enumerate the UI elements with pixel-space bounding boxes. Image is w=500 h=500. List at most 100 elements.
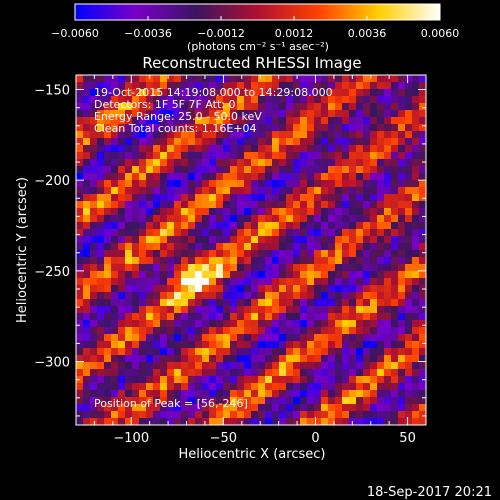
heatmap-cell — [188, 75, 196, 83]
heatmap-cell — [104, 208, 112, 216]
heatmap-cell — [216, 215, 224, 223]
heatmap-cell — [202, 103, 210, 111]
heatmap-cell — [223, 208, 231, 216]
heatmap-cell — [83, 292, 91, 300]
heatmap-cell — [90, 278, 98, 286]
heatmap-cell — [230, 397, 238, 405]
heatmap-cell — [258, 117, 266, 125]
heatmap-cell — [356, 264, 364, 272]
heatmap-cell — [118, 376, 126, 384]
heatmap-cell — [153, 180, 161, 188]
heatmap-cell — [300, 152, 308, 160]
heatmap-cell — [293, 404, 301, 412]
heatmap-cell — [321, 299, 329, 307]
heatmap-cell — [328, 418, 336, 425]
heatmap-cell — [363, 292, 371, 300]
heatmap-cell — [335, 131, 343, 139]
heatmap-cell — [307, 271, 315, 279]
heatmap-cell — [209, 285, 217, 293]
heatmap-cell — [356, 222, 364, 230]
heatmap-cell — [293, 397, 301, 405]
heatmap-cell — [286, 383, 294, 391]
heatmap-cell — [174, 173, 182, 181]
heatmap-cell — [209, 131, 217, 139]
heatmap-cell — [314, 215, 322, 223]
heatmap-cell — [258, 334, 266, 342]
heatmap-cell — [321, 271, 329, 279]
heatmap-cell — [307, 194, 315, 202]
heatmap-cell — [377, 89, 385, 97]
heatmap-cell — [370, 222, 378, 230]
heatmap-cell — [97, 236, 105, 244]
heatmap-cell — [251, 117, 259, 125]
heatmap-cell — [405, 236, 413, 244]
heatmap-cell — [356, 208, 364, 216]
heatmap-cell — [195, 278, 203, 286]
heatmap-cell — [244, 96, 252, 104]
heatmap-cell — [139, 369, 147, 377]
heatmap-cell — [328, 299, 336, 307]
heatmap-cell — [83, 152, 91, 160]
x-tick-label: −50 — [210, 431, 237, 446]
heatmap-cell — [307, 201, 315, 209]
heatmap-cell — [349, 194, 357, 202]
heatmap-cell — [300, 187, 308, 195]
heatmap-cell — [202, 264, 210, 272]
heatmap-cell — [279, 215, 287, 223]
heatmap-cell — [202, 411, 210, 419]
heatmap-cell — [300, 159, 308, 167]
heatmap-cell — [279, 278, 287, 286]
heatmap-cell — [174, 159, 182, 167]
heatmap-cell — [272, 82, 280, 90]
heatmap-cell — [160, 306, 168, 314]
heatmap-cell — [321, 110, 329, 118]
heatmap-cell — [265, 271, 273, 279]
heatmap-cell — [286, 306, 294, 314]
heatmap-cell — [90, 201, 98, 209]
heatmap-cell — [223, 362, 231, 370]
heatmap-cell — [202, 383, 210, 391]
heatmap-cell — [391, 208, 399, 216]
heatmap-cell — [230, 285, 238, 293]
heatmap-cell — [398, 82, 406, 90]
heatmap-cell — [160, 159, 168, 167]
heatmap-cell — [97, 215, 105, 223]
heatmap-cell — [251, 348, 259, 356]
heatmap-cell — [405, 201, 413, 209]
heatmap-cell — [251, 96, 259, 104]
heatmap-cell — [377, 404, 385, 412]
heatmap-cell — [188, 278, 196, 286]
heatmap-cell — [132, 341, 140, 349]
heatmap-cell — [139, 334, 147, 342]
heatmap-cell — [160, 243, 168, 251]
heatmap-cell — [356, 257, 364, 265]
heatmap-cell — [286, 327, 294, 335]
heatmap-cell — [349, 103, 357, 111]
heatmap-cell — [342, 117, 350, 125]
y-tick-label: −300 — [34, 356, 70, 371]
heatmap-cell — [132, 292, 140, 300]
heatmap-cell — [76, 390, 84, 398]
heatmap-cell — [195, 96, 203, 104]
heatmap-cell — [216, 82, 224, 90]
heatmap-cell — [412, 222, 420, 230]
heatmap-cell — [90, 208, 98, 216]
heatmap-cell — [419, 201, 426, 209]
heatmap-cell — [202, 362, 210, 370]
heatmap-cell — [370, 103, 378, 111]
heatmap-cell — [258, 397, 266, 405]
heatmap-cell — [349, 390, 357, 398]
heatmap-cell — [174, 180, 182, 188]
heatmap-cell — [202, 124, 210, 132]
heatmap-cell — [258, 159, 266, 167]
heatmap-cell — [356, 243, 364, 251]
heatmap-cell — [335, 362, 343, 370]
heatmap-cell — [286, 159, 294, 167]
heatmap-cell — [118, 96, 126, 104]
heatmap-cell — [349, 264, 357, 272]
heatmap-cell — [118, 264, 126, 272]
heatmap-cell — [377, 383, 385, 391]
heatmap-cell — [265, 390, 273, 398]
heatmap-cell — [419, 194, 426, 202]
plot-frame — [75, 74, 427, 426]
